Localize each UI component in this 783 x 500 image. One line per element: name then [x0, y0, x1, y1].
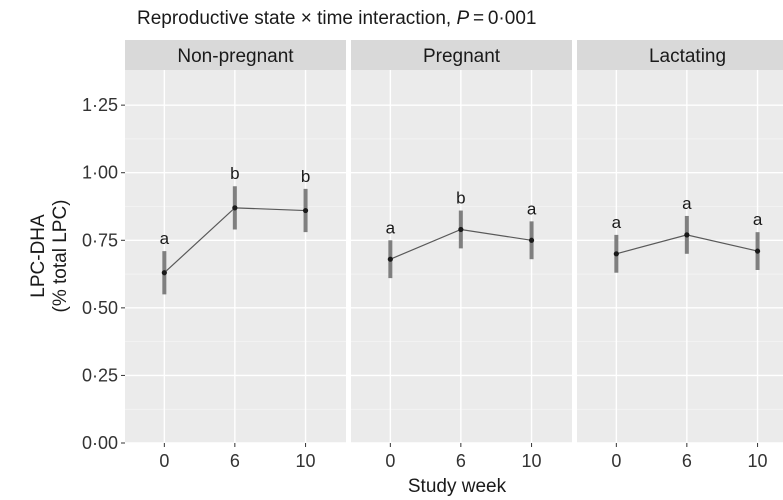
y-tick-label: 0·50 [82, 298, 118, 318]
facet-strip-label: Non-pregnant [177, 46, 294, 67]
chart-title: Reproductive state × time interaction, P… [137, 8, 536, 29]
x-tick-label: 0 [159, 451, 169, 471]
y-axis-title-line: (% total LPC) [50, 200, 71, 313]
chart-title-suffix: = 0·001 [469, 8, 536, 29]
significance-letter: a [753, 210, 763, 229]
facet-strip-label: Pregnant [423, 46, 501, 67]
y-axis-title-line: LPC-DHA [28, 214, 49, 298]
x-tick-label: 6 [456, 451, 466, 471]
y-tick-label: 0·25 [82, 365, 118, 385]
x-axis-title: Study week [408, 476, 507, 497]
data-point [754, 248, 761, 254]
facet-panel: Lactating 0 6 10 a a a [577, 40, 783, 471]
data-point [458, 226, 464, 233]
y-tick-label: 0·75 [82, 230, 118, 250]
data-point [161, 270, 167, 276]
chart-title-stat: P [456, 8, 469, 29]
y-axis-title-text: LPC-DHA(% total LPC) [28, 200, 71, 313]
significance-letter: a [386, 218, 396, 237]
significance-letter: b [301, 167, 310, 186]
y-tick-label: 1·25 [82, 95, 118, 115]
facet-strip-label: Lactating [649, 46, 726, 67]
significance-letter: a [160, 229, 170, 248]
significance-letter: a [682, 194, 692, 213]
significance-letter: a [612, 213, 622, 232]
x-tick-label: 6 [682, 451, 692, 471]
x-tick-label: 0 [385, 451, 395, 471]
facet-panel: Non-pregnant 0 6 10 a b b [125, 40, 346, 471]
x-tick-label: 6 [230, 451, 240, 471]
facet-strip [577, 40, 783, 70]
significance-letter: b [230, 164, 239, 183]
data-point [232, 205, 238, 211]
y-axis: 0·00 0·25 0·50 0·75 1·00 1·25 [82, 95, 125, 453]
facet-panel: Pregnant 0 6 10 a b a [351, 40, 572, 471]
y-tick-label: 1·00 [82, 163, 118, 183]
data-point [528, 237, 535, 243]
x-tick-label: 10 [748, 451, 768, 471]
data-point [613, 251, 619, 257]
x-tick-label: 0 [611, 451, 621, 471]
facet-strip [125, 40, 346, 70]
data-point [684, 232, 690, 238]
facet-strip [351, 40, 572, 70]
y-axis-title: LPC-DHA(% total LPC) [28, 200, 71, 313]
chart-title-prefix: Reproductive state × time interaction, [137, 8, 456, 29]
data-point [302, 207, 309, 214]
panel-background [577, 70, 783, 443]
x-tick-label: 10 [522, 451, 542, 471]
y-tick-label: 0·00 [82, 433, 118, 453]
data-point [387, 256, 393, 262]
x-tick-label: 10 [296, 451, 316, 471]
significance-letter: b [456, 189, 465, 208]
significance-letter: a [527, 199, 537, 218]
